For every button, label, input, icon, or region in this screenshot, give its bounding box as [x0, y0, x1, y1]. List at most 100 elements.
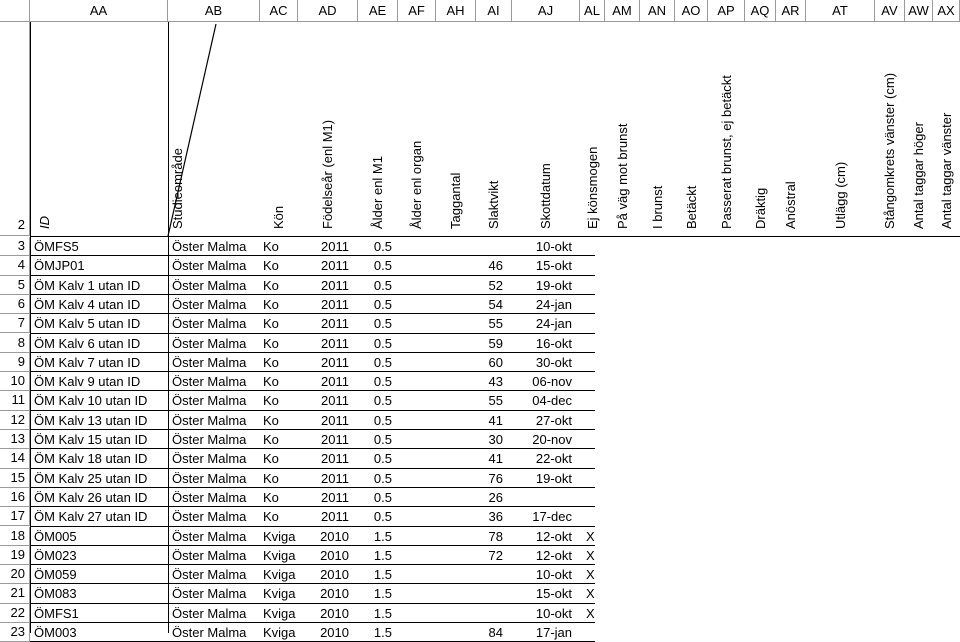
header-cell-taggantal[interactable]: Taggantal — [436, 22, 476, 236]
cell-sex[interactable]: Ko — [263, 509, 279, 525]
cell-id[interactable]: ÖMFS1 — [34, 605, 79, 621]
row-header[interactable]: 18 — [0, 526, 30, 546]
cell-date[interactable]: 30-okt — [535, 354, 572, 370]
header-cell-betackt[interactable]: Betäckt — [675, 22, 708, 236]
cell-weight[interactable]: 59 — [488, 335, 503, 351]
cell-age[interactable]: 1.5 — [373, 547, 392, 563]
header-cell-id[interactable]: ID — [30, 22, 168, 236]
cell-x[interactable]: X — [586, 567, 595, 583]
cell-date[interactable]: 16-okt — [535, 335, 572, 351]
cell-year[interactable]: 2011 — [321, 354, 349, 370]
column-header-ad[interactable]: AD — [298, 0, 358, 22]
header-cell-alder-organ[interactable]: Ålder enl organ — [398, 22, 436, 236]
cell-area[interactable]: Öster Malma — [172, 374, 247, 390]
cell-x[interactable]: X — [586, 528, 595, 544]
cell-sex[interactable]: Kviga — [263, 547, 296, 563]
cell-weight[interactable]: 60 — [488, 354, 503, 370]
cell-sex[interactable]: Ko — [263, 354, 279, 370]
cell-year[interactable]: 2011 — [321, 239, 349, 254]
row-header[interactable]: 7 — [0, 314, 30, 334]
header-cell-passerat[interactable]: Passerat brunst, ej betäckt — [708, 22, 745, 236]
cell-date[interactable]: 15-okt — [535, 258, 572, 274]
cell-area[interactable]: Öster Malma — [172, 586, 247, 602]
cell-weight[interactable]: 55 — [488, 393, 503, 409]
cell-id[interactable]: ÖM Kalv 1 utan ID — [34, 277, 141, 293]
cell-sex[interactable]: Ko — [263, 239, 279, 254]
cell-weight[interactable]: 41 — [488, 412, 503, 428]
row-header[interactable]: 10 — [0, 372, 30, 392]
cell-year[interactable]: 2011 — [321, 489, 349, 505]
row-header[interactable]: 15 — [0, 468, 30, 488]
cell-age[interactable]: 0.5 — [373, 277, 392, 293]
column-header-ar[interactable]: AR — [776, 0, 806, 22]
cell-age[interactable]: 1.5 — [373, 528, 392, 544]
cell-area[interactable]: Öster Malma — [172, 335, 247, 351]
cell-area[interactable]: Öster Malma — [172, 258, 247, 274]
select-all-corner[interactable] — [0, 0, 30, 22]
cell-weight[interactable]: 43 — [488, 374, 503, 390]
cell-id[interactable]: ÖM Kalv 9 utan ID — [34, 374, 141, 390]
cell-area[interactable]: Öster Malma — [172, 528, 247, 544]
cell-age[interactable]: 0.5 — [373, 239, 392, 254]
cell-date[interactable]: 06-nov — [532, 374, 572, 390]
column-header-ai[interactable]: AI — [476, 0, 512, 22]
column-header-ab[interactable]: AB — [168, 0, 260, 22]
cell-date[interactable]: 10-okt — [535, 567, 572, 583]
row-header[interactable]: 16 — [0, 487, 30, 508]
cell-weight[interactable]: 78 — [488, 528, 503, 544]
cell-area[interactable]: Öster Malma — [172, 432, 247, 447]
cell-id[interactable]: ÖM Kalv 13 utan ID — [34, 412, 148, 428]
cell-sex[interactable]: Ko — [263, 451, 279, 467]
cell-date[interactable]: 20-nov — [532, 432, 572, 447]
cell-area[interactable]: Öster Malma — [172, 393, 247, 409]
row-header[interactable]: 6 — [0, 294, 30, 315]
cell-year[interactable]: 2010 — [320, 586, 349, 602]
cell-area[interactable]: Öster Malma — [172, 412, 247, 428]
cell-date[interactable]: 19-okt — [535, 470, 572, 486]
header-cell-taggar-vanster[interactable]: Antal taggar vänster — [933, 22, 960, 236]
cell-area[interactable]: Öster Malma — [172, 470, 247, 486]
row-header[interactable]: 14 — [0, 449, 30, 469]
row-header[interactable]: 21 — [0, 584, 30, 604]
cell-age[interactable]: 0.5 — [373, 470, 392, 486]
cell-year[interactable]: 2010 — [320, 567, 349, 583]
cell-year[interactable]: 2011 — [321, 335, 349, 351]
row-header-2[interactable]: 2 — [0, 22, 30, 236]
cell-age[interactable]: 0.5 — [373, 258, 392, 274]
header-cell-ej-konsmogen[interactable]: Ej könsmogen — [580, 22, 605, 236]
cell-sex[interactable]: Ko — [263, 393, 279, 409]
cell-weight[interactable]: 41 — [488, 451, 503, 467]
cell-x[interactable]: X — [586, 605, 595, 621]
cell-date[interactable]: 12-okt — [535, 547, 572, 563]
header-cell-studieomrade[interactable]: Studieområde — [168, 22, 260, 236]
cell-id[interactable]: ÖM059 — [34, 567, 77, 583]
cell-id[interactable]: ÖM Kalv 6 utan ID — [34, 335, 141, 351]
cell-id[interactable]: ÖM Kalv 4 utan ID — [34, 296, 141, 312]
cell-year[interactable]: 2011 — [321, 258, 349, 274]
header-cell-pa-vag[interactable]: På väg mot brunst — [605, 22, 640, 236]
cell-area[interactable]: Öster Malma — [172, 509, 247, 525]
column-header-ae[interactable]: AE — [358, 0, 398, 22]
header-cell-alder-m1[interactable]: Ålder enl M1 — [358, 22, 398, 236]
cell-sex[interactable]: Kviga — [263, 586, 296, 602]
cell-date[interactable]: 10-okt — [535, 605, 572, 621]
cell-id[interactable]: ÖM083 — [34, 586, 77, 602]
row-header[interactable]: 22 — [0, 603, 30, 623]
cell-date[interactable]: 10-okt — [535, 239, 572, 254]
cell-sex[interactable]: Ko — [263, 296, 279, 312]
cell-year[interactable]: 2011 — [321, 374, 349, 390]
cell-date[interactable]: 19-okt — [535, 277, 572, 293]
cell-x[interactable]: X — [586, 586, 595, 602]
header-cell-draktig[interactable]: Dräktig — [745, 22, 776, 236]
cell-date[interactable]: 24-jan — [535, 296, 572, 312]
cell-year[interactable]: 2011 — [321, 296, 349, 312]
cell-year[interactable]: 2010 — [320, 605, 349, 621]
cell-weight[interactable]: 52 — [488, 277, 503, 293]
row-header[interactable]: 12 — [0, 410, 30, 430]
cell-sex[interactable]: Ko — [263, 489, 279, 505]
cell-age[interactable]: 0.5 — [373, 451, 392, 467]
column-header-av[interactable]: AV — [875, 0, 905, 22]
cell-id[interactable]: ÖMJP01 — [34, 258, 85, 274]
cell-id[interactable]: ÖM Kalv 7 utan ID — [34, 354, 141, 370]
cell-year[interactable]: 2011 — [321, 393, 349, 409]
